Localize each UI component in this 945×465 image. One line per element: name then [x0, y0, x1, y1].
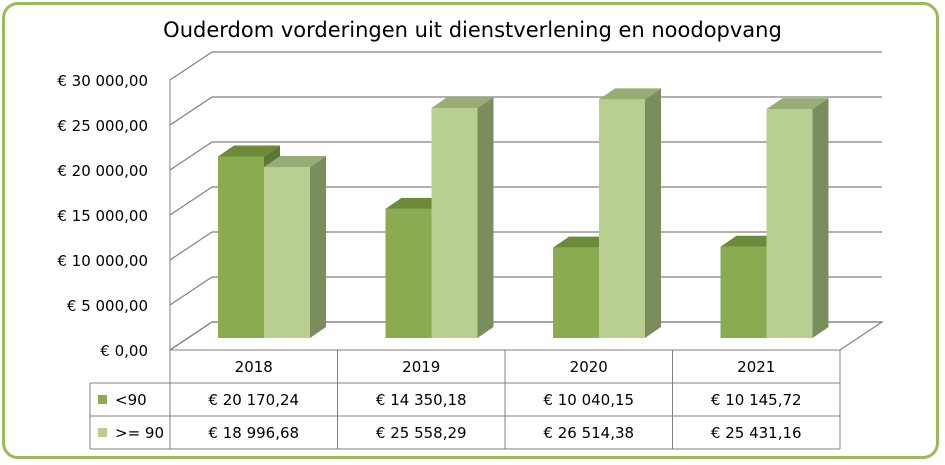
legend-swatch [98, 395, 107, 404]
bar-side [477, 96, 494, 338]
bar-side [812, 98, 829, 338]
y-tick-label: € 10 000,00 [57, 252, 148, 270]
bar-top [766, 98, 829, 110]
y-tick-label: € 15 000,00 [57, 207, 148, 225]
data-label: € 25 431,16 [711, 424, 802, 442]
data-label: € 14 350,18 [376, 391, 467, 409]
x-tick-label: 2021 [737, 358, 775, 376]
y-tick-label: € 5 000,00 [67, 297, 148, 315]
data-label: € 10 145,72 [711, 391, 802, 409]
y-tick-label: € 25 000,00 [57, 117, 148, 135]
y-tick-label: € 20 000,00 [57, 162, 148, 180]
x-tick-label: 2019 [402, 358, 440, 376]
bar-top [599, 88, 661, 100]
data-label: € 26 514,38 [543, 424, 634, 442]
bar-side [310, 156, 326, 338]
bar [264, 167, 310, 338]
chart-title: Ouderdom vorderingen uit dienstverlening… [163, 18, 782, 42]
bar-top [431, 96, 494, 108]
bar [766, 109, 813, 338]
bar-top [218, 145, 280, 157]
data-label: € 25 558,29 [376, 424, 467, 442]
data-label: € 18 996,68 [208, 424, 299, 442]
x-tick-label: 2020 [570, 358, 608, 376]
gridline-side [169, 276, 213, 306]
y-tick-label: € 30 000,00 [57, 72, 148, 90]
gridline-side [169, 231, 213, 261]
bar-top [264, 156, 326, 168]
bar [553, 247, 599, 338]
data-label: € 20 170,24 [208, 391, 299, 409]
bar [385, 208, 432, 338]
legend-label: >= 90 [115, 424, 164, 442]
bar [431, 107, 478, 338]
data-label: € 10 040,15 [543, 391, 634, 409]
legend-label: <90 [115, 391, 147, 409]
bar [599, 99, 645, 339]
y-tick-label: € 0,00 [100, 342, 148, 360]
bar [720, 246, 767, 338]
gridline-side [169, 186, 213, 216]
bar-side [645, 88, 661, 339]
chart-floor [169, 321, 884, 351]
legend-swatch [98, 428, 107, 437]
bar [218, 156, 264, 338]
gridline-side [169, 141, 213, 171]
x-tick-label: 2018 [235, 358, 273, 376]
gridline-side [169, 96, 213, 126]
gridline-side [169, 51, 213, 81]
